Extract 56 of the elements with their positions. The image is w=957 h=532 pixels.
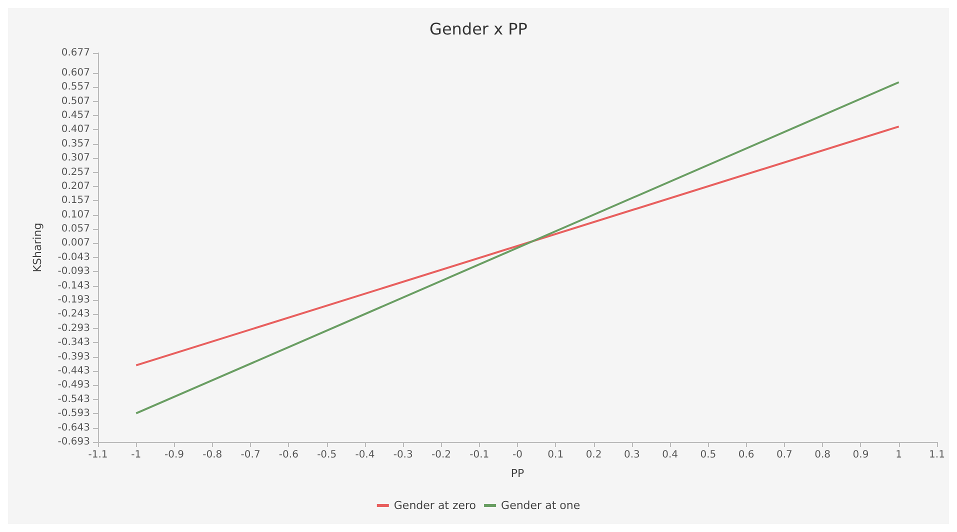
x-tick-label: 0.2	[586, 450, 602, 460]
x-tick-label: 1	[896, 450, 902, 460]
y-tick-label: 0.677	[61, 48, 90, 58]
x-tick-label: -0.9	[164, 450, 184, 460]
y-tick-label: -0.593	[58, 408, 90, 420]
y-tick-label: -0.693	[58, 436, 90, 448]
y-tick-label: -0.243	[58, 308, 90, 320]
legend-label: Gender at zero	[394, 499, 476, 512]
y-tick-label: 0.107	[61, 209, 90, 220]
y-tick-label: -0.193	[58, 294, 90, 306]
x-tick-label: -0.1	[470, 450, 490, 460]
x-tick-label: -0.7	[240, 450, 260, 460]
y-tick-label: 0.207	[61, 180, 90, 192]
y-tick-label: 0.307	[61, 152, 90, 164]
x-tick-label: 0.5	[700, 450, 716, 460]
x-tick-label: -0.4	[355, 450, 375, 460]
y-tick-label: -0.393	[58, 351, 90, 362]
y-tick-label: -0.293	[58, 322, 90, 334]
y-tick-label: 0.557	[61, 82, 90, 93]
x-tick-label: -0.6	[278, 450, 298, 460]
y-tick-label: 0.057	[61, 224, 90, 235]
y-tick-label: -0.093	[58, 266, 90, 278]
legend-label: Gender at one	[501, 499, 580, 512]
y-tick-label: -0.143	[58, 280, 90, 292]
y-tick-label: -0.643	[58, 422, 90, 434]
x-tick-label: -0.2	[431, 450, 451, 460]
y-axis-title: KSharing	[31, 222, 44, 272]
x-tick-label: 0.7	[776, 450, 792, 460]
x-tick-label: 1.1	[929, 450, 945, 460]
x-tick-label: 0.8	[814, 450, 831, 460]
y-tick-label: -0.343	[58, 337, 90, 348]
y-tick-label: -0.443	[58, 366, 90, 377]
x-tick-label: 0.1	[548, 450, 564, 460]
y-tick-label: 0.257	[61, 166, 90, 178]
x-tick-label: 0.9	[852, 450, 869, 460]
x-tick-label: 0.6	[738, 450, 754, 460]
x-tick-label: 0.4	[662, 450, 678, 460]
x-tick-label: 0.3	[624, 450, 640, 460]
y-tick-label: -0.043	[58, 252, 90, 263]
x-axis-title: PP	[510, 467, 524, 480]
y-tick-label: -0.493	[58, 380, 90, 391]
x-tick-label: -0.8	[202, 450, 222, 460]
chart-title: Gender x PP	[430, 20, 528, 38]
y-tick-label: 0.007	[61, 238, 90, 249]
y-tick-label: 0.607	[61, 67, 90, 78]
x-tick-label: -1	[131, 450, 142, 460]
y-tick-label: 0.407	[61, 124, 90, 136]
x-tick-label: -1.1	[88, 450, 108, 460]
x-tick-label: -0	[512, 450, 522, 460]
y-tick-label: 0.507	[61, 96, 90, 107]
y-tick-label: 0.157	[61, 195, 90, 206]
y-tick-label: -0.543	[58, 394, 90, 405]
x-tick-label: -0.3	[393, 450, 413, 460]
y-tick-label: 0.357	[61, 138, 90, 150]
y-tick-label: 0.457	[61, 110, 90, 121]
x-tick-label: -0.5	[317, 450, 337, 460]
